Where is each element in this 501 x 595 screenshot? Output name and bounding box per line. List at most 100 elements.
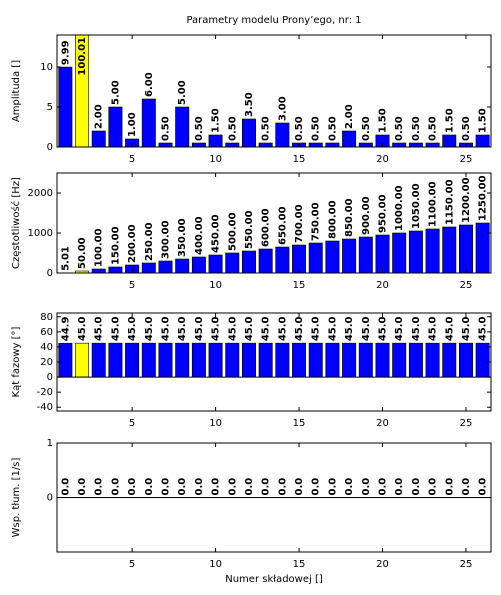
bar [325,240,340,274]
value-label: 0.0 [327,478,338,496]
value-label: 0.0 [411,478,422,496]
value-label: 0.0 [94,478,105,496]
bar [225,342,240,378]
value-label: 45.0 [77,316,88,341]
value-label: 2.00 [94,104,105,129]
value-label: 5.01 [60,246,71,271]
y-tick-label: 10 [40,62,53,73]
x-tick-label: 20 [376,418,389,429]
value-label: 150.00 [110,226,121,265]
value-label: 0.0 [277,478,288,496]
value-label: 45.0 [277,316,288,341]
value-label: 750.00 [311,202,322,241]
bar [275,342,290,378]
bar [91,342,106,378]
value-label: 100.00 [94,228,105,267]
bar [108,106,123,148]
bar [208,342,223,378]
bar [475,134,490,148]
value-label: 45.0 [144,316,155,341]
value-label: 0.0 [361,478,372,496]
x-tick-label: 10 [209,418,222,429]
bar [258,342,273,378]
value-label: 0.0 [344,478,355,496]
value-label: 44.9 [60,317,71,342]
value-label: 45.0 [227,316,238,341]
value-label: 0.50 [311,116,322,141]
bar [158,142,173,148]
bar [308,142,323,148]
y-tick-label: 5 [47,102,53,113]
value-label: 800.00 [327,200,338,239]
x-tick-label: 10 [209,559,222,570]
y-tick-label: 60 [40,327,53,338]
value-label: 45.0 [294,316,305,341]
value-label: 0.50 [428,116,439,141]
value-label: 45.0 [428,316,439,341]
y-axis-label: Amplituda [] [11,60,22,122]
value-label: 0.0 [294,478,305,496]
value-label: 0.0 [244,478,255,496]
bar [358,142,373,148]
value-label: 6.00 [144,72,155,97]
value-label: 0.0 [378,478,389,496]
value-label: 3.00 [277,96,288,121]
bar [108,342,123,378]
value-label: 0.50 [327,116,338,141]
bar [175,106,190,148]
x-tick-label: 5 [129,280,135,291]
value-label: 45.0 [378,316,389,341]
value-label: 0.0 [144,478,155,496]
value-label: 0.0 [227,478,238,496]
value-label: 0.0 [444,478,455,496]
x-tick-label: 25 [460,418,473,429]
value-label: 1.50 [444,108,455,133]
x-tick-label: 5 [129,559,135,570]
value-label: 5.00 [177,80,188,105]
bar [342,238,357,274]
bar [425,342,440,378]
bar [375,342,390,378]
x-tick-label: 15 [293,154,306,165]
value-label: 45.0 [94,316,105,341]
value-label: 0.50 [411,116,422,141]
value-label: 0.50 [227,116,238,141]
value-label: 0.0 [194,478,205,496]
bar [175,342,190,378]
value-label: 3.50 [244,92,255,117]
value-label: 100.01 [77,37,88,76]
value-label: 2.00 [344,104,355,129]
x-tick-label: 20 [376,154,389,165]
bar [108,266,123,274]
value-label: 45.0 [211,316,222,341]
value-label: 1250.00 [478,175,489,221]
x-tick-label: 20 [376,559,389,570]
x-tick-label: 15 [293,418,306,429]
bar [191,342,206,378]
y-axis-label: Kąt fazowy [°] [11,326,22,397]
bar [442,134,457,148]
value-label: 0.0 [394,478,405,496]
y-tick-label: 1000 [28,228,53,239]
value-label: 0.50 [161,116,172,141]
value-label: 200.00 [127,224,138,263]
value-label: 0.50 [461,116,472,141]
value-label: 1.50 [478,108,489,133]
bar [158,342,173,378]
bar [475,222,490,274]
bar [141,98,156,148]
y-axis-label: Wsp. tłum. [1/s] [11,458,22,538]
value-label: 45.0 [478,316,489,341]
bar [408,230,423,274]
y-tick-label: 0 [47,493,53,504]
bar [141,342,156,378]
bar [375,234,390,274]
chart-title: Parametry modelu Prony’ego, nr: 1 [186,15,361,26]
bar [91,130,106,148]
x-tick-label: 20 [376,280,389,291]
bar [225,252,240,274]
x-tick-label: 25 [460,280,473,291]
value-label: 0.0 [161,478,172,496]
y-tick-label: 1 [47,438,53,449]
